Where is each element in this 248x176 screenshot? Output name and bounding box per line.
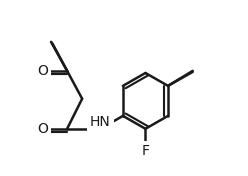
Text: O: O <box>37 122 48 136</box>
Text: F: F <box>141 144 150 158</box>
Text: O: O <box>37 64 48 78</box>
Text: HN: HN <box>90 115 111 129</box>
